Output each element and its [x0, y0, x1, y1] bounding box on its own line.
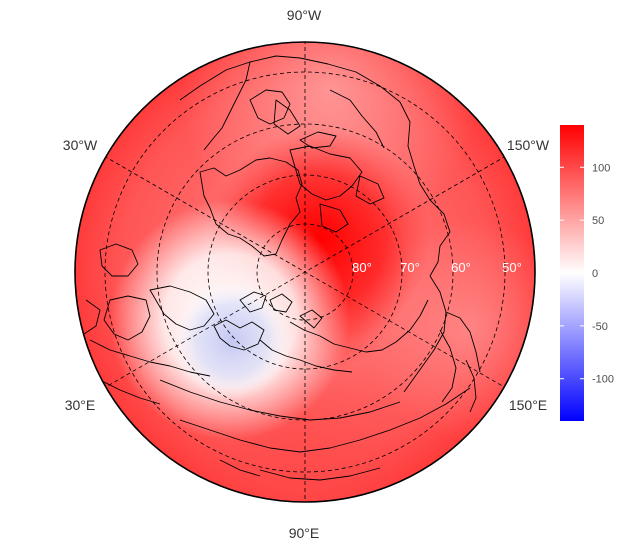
lat-label-70: 70°	[400, 260, 420, 275]
lon-label-30w: 30°W	[63, 137, 98, 153]
graticule	[103, 42, 507, 502]
coastlines	[79, 55, 481, 481]
colorbar-tick-label: -50	[592, 321, 608, 333]
parallel-50	[104, 71, 506, 473]
colorbar-tick-label: 0	[592, 268, 598, 280]
lon-label-90w: 90°W	[287, 7, 322, 23]
greenland-coast	[199, 157, 303, 257]
map-border	[74, 41, 536, 503]
north-america-coast	[179, 55, 451, 277]
field-layer	[75, 42, 535, 502]
alaska-coast	[403, 275, 481, 393]
lat-label-50: 50°	[502, 260, 522, 275]
colorbar-tick-label: 100	[592, 162, 610, 174]
canadian-archipelago-coast	[289, 131, 385, 233]
barents-coast	[213, 291, 267, 351]
asia-borders	[159, 379, 471, 481]
east-asia-coast	[439, 329, 477, 413]
siberia-coast	[259, 293, 429, 373]
colorbar-tick-label: -100	[592, 374, 614, 386]
lon-label-90e: 90°E	[289, 525, 320, 541]
lon-label-30e: 30°E	[65, 397, 96, 413]
colorbar-tick-label: 50	[592, 215, 604, 227]
lat-label-80: 80°	[352, 260, 372, 275]
lat-label-60: 60°	[451, 260, 471, 275]
colorbar: 100 50 0 -50 -100	[560, 125, 614, 421]
meridian-150w-30e	[103, 155, 507, 389]
lon-label-150e: 150°E	[509, 397, 547, 413]
hudson-bay-coast	[249, 89, 291, 125]
europe-coast	[79, 243, 215, 405]
lon-label-150w: 150°W	[507, 137, 550, 153]
